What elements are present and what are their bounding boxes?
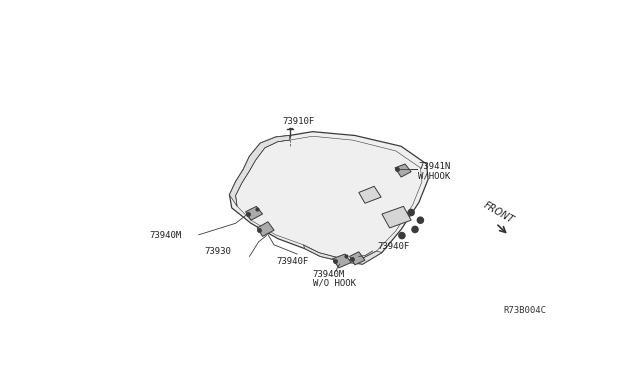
Text: 73940F: 73940F [276, 257, 308, 266]
Polygon shape [257, 222, 274, 236]
Text: 73940M: 73940M [312, 270, 345, 279]
Text: W/HOOK: W/HOOK [418, 171, 451, 180]
Text: 73940F: 73940F [378, 242, 410, 251]
Circle shape [399, 232, 405, 239]
Text: 73940M: 73940M [149, 231, 182, 240]
Text: 73930: 73930 [205, 247, 232, 256]
Polygon shape [359, 186, 381, 203]
Polygon shape [230, 132, 428, 264]
Polygon shape [246, 206, 262, 220]
Polygon shape [333, 254, 351, 268]
Text: 73941N: 73941N [418, 162, 451, 171]
Circle shape [408, 209, 414, 216]
Circle shape [417, 217, 424, 223]
Polygon shape [303, 245, 382, 264]
Polygon shape [395, 164, 411, 177]
Polygon shape [349, 252, 365, 265]
Text: FRONT: FRONT [482, 200, 516, 225]
Circle shape [412, 226, 418, 232]
Text: 73910F: 73910F [283, 117, 315, 126]
Text: R73B004C: R73B004C [504, 306, 547, 315]
Polygon shape [382, 206, 411, 228]
Polygon shape [230, 135, 289, 206]
Text: W/O HOOK: W/O HOOK [312, 279, 356, 288]
